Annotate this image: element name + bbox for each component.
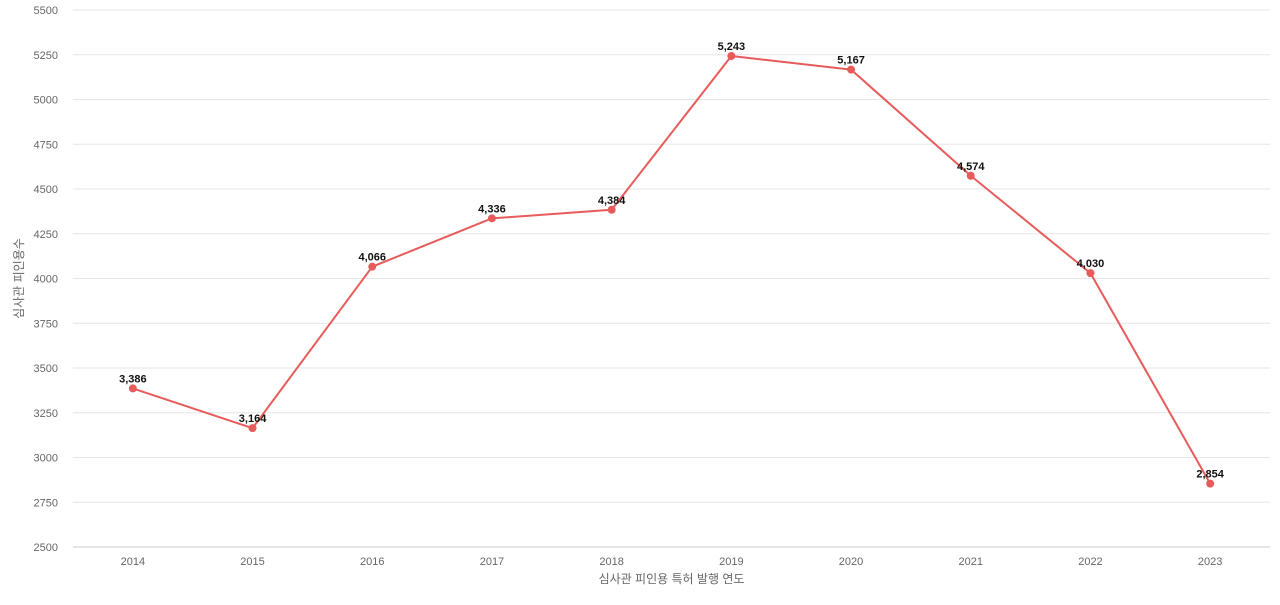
x-tick-label: 2017	[480, 556, 504, 568]
x-tick-label: 2015	[240, 556, 264, 568]
y-tick-label: 3500	[34, 363, 58, 375]
data-point[interactable]	[727, 52, 736, 61]
data-label: 5,243	[718, 41, 746, 53]
data-label: 4,336	[478, 203, 506, 215]
x-tick-label: 2016	[360, 556, 384, 568]
x-tick-label: 2014	[121, 556, 145, 568]
y-tick-label: 4750	[34, 139, 58, 151]
y-tick-label: 4000	[34, 274, 58, 286]
data-label: 4,066	[358, 252, 386, 264]
y-tick-label: 5500	[34, 5, 58, 17]
x-tick-label: 2020	[839, 556, 863, 568]
x-tick-label: 2018	[599, 556, 623, 568]
data-point[interactable]	[1086, 269, 1095, 278]
y-axis-title: 심사관 피인용수	[12, 238, 26, 319]
x-tick-label: 2023	[1198, 556, 1222, 568]
x-tick-label: 2021	[959, 556, 983, 568]
data-point[interactable]	[1206, 479, 1215, 488]
data-point[interactable]	[128, 384, 137, 393]
y-tick-label: 3750	[34, 318, 58, 330]
data-point[interactable]	[487, 214, 496, 223]
x-axis-ticks: 2014 2015 2016 2017 2018 2019 2020 2021 2022 2023	[121, 556, 1223, 568]
y-tick-label: 2750	[34, 497, 58, 509]
data-label: 2,854	[1196, 469, 1224, 481]
data-label: 5,167	[837, 55, 865, 67]
data-label: 3,164	[239, 413, 267, 425]
y-tick-label: 4250	[34, 229, 58, 241]
y-tick-label: 5000	[34, 95, 58, 107]
data-point[interactable]	[607, 205, 616, 214]
data-label: 4,384	[598, 195, 626, 207]
y-tick-label: 2500	[34, 542, 58, 554]
data-point[interactable]	[847, 65, 856, 74]
series-line	[132, 55, 1212, 485]
series-layer	[128, 52, 1215, 488]
y-tick-label: 3000	[34, 453, 58, 465]
x-axis-title: 심사관 피인용 특허 발행 연도	[599, 571, 745, 586]
y-axis-ticks: 2500 2750 3000 3250 3500 3750 4000 4250 4500 4750…	[34, 5, 58, 554]
data-point[interactable]	[368, 262, 377, 271]
data-label: 4,574	[957, 161, 985, 173]
y-tick-label: 5250	[34, 50, 58, 62]
data-label: 4,030	[1077, 258, 1105, 270]
data-label: 3,386	[119, 373, 147, 385]
data-point[interactable]	[248, 424, 257, 433]
y-tick-label: 3250	[34, 408, 58, 420]
y-tick-label: 4500	[34, 184, 58, 196]
data-point[interactable]	[966, 171, 975, 180]
x-tick-label: 2019	[719, 556, 743, 568]
x-tick-label: 2022	[1078, 556, 1102, 568]
data-label-layer: 3,386 3,164 4,066 4,336 4,384 5,243 5,167 4,574…	[119, 41, 1225, 481]
grid-layer	[73, 9, 1270, 548]
